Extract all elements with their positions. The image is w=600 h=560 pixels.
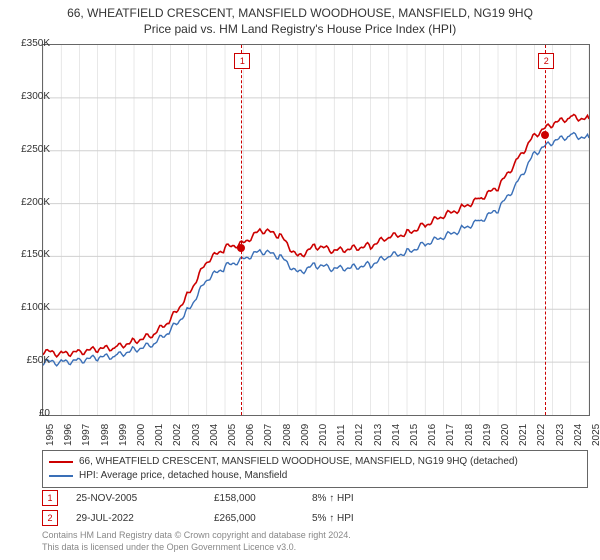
sale-marker-badge-1: 1 [42,490,58,506]
sale-markers-table: 1 25-NOV-2005 £158,000 8% ↑ HPI 2 29-JUL… [42,490,588,530]
x-tick-label: 2022 [536,424,547,446]
footer-line-2: This data is licensed under the Open Gov… [42,542,351,554]
x-tick-label: 2020 [500,424,511,446]
x-tick-label: 2016 [427,424,438,446]
x-tick-label: 2021 [518,424,529,446]
x-tick-label: 2024 [573,424,584,446]
legend-swatch-hpi [49,475,73,477]
x-tick-label: 2003 [191,424,202,446]
y-tick-label: £200K [10,197,50,208]
x-tick-label: 2007 [263,424,274,446]
sale-marker-date-2: 29-JUL-2022 [76,513,196,524]
y-tick-label: £100K [10,302,50,313]
sale-marker-price-2: £265,000 [214,513,294,524]
x-tick-label: 1998 [100,424,111,446]
x-tick-label: 2013 [373,424,384,446]
sale-marker-row-1: 1 25-NOV-2005 £158,000 8% ↑ HPI [42,490,588,506]
sale-marker-pct-1: 8% ↑ HPI [312,493,432,504]
chart-svg [43,45,589,415]
sale-marker-vline [241,45,242,415]
legend-box: 66, WHEATFIELD CRESCENT, MANSFIELD WOODH… [42,450,588,488]
title-address: 66, WHEATFIELD CRESCENT, MANSFIELD WOODH… [0,6,600,20]
y-tick-label: £0 [10,408,50,419]
x-tick-label: 2019 [482,424,493,446]
y-tick-label: £150K [10,249,50,260]
x-tick-label: 2017 [445,424,456,446]
x-tick-label: 1999 [118,424,129,446]
y-tick-label: £350K [10,38,50,49]
sale-marker-vline [545,45,546,415]
footer-line-1: Contains HM Land Registry data © Crown c… [42,530,351,542]
x-tick-label: 2006 [245,424,256,446]
x-tick-label: 2010 [318,424,329,446]
x-tick-label: 1996 [63,424,74,446]
legend-entry-property: 66, WHEATFIELD CRESCENT, MANSFIELD WOODH… [49,455,581,469]
legend-swatch-property [49,461,73,463]
x-tick-label: 2001 [154,424,165,446]
y-tick-label: £250K [10,144,50,155]
x-tick-label: 2014 [391,424,402,446]
sale-marker-row-2: 2 29-JUL-2022 £265,000 5% ↑ HPI [42,510,588,526]
y-tick-label: £300K [10,91,50,102]
x-tick-label: 2018 [464,424,475,446]
chart-plot-area: 12 [42,44,590,416]
footer-attribution: Contains HM Land Registry data © Crown c… [42,530,351,553]
x-tick-label: 1995 [45,424,56,446]
x-tick-label: 2025 [591,424,600,446]
x-tick-label: 2000 [136,424,147,446]
legend-label-hpi: HPI: Average price, detached house, Mans… [79,469,287,483]
title-block: 66, WHEATFIELD CRESCENT, MANSFIELD WOODH… [0,0,600,36]
sale-marker-number: 1 [234,53,250,69]
sale-marker-price-1: £158,000 [214,493,294,504]
chart-container: 66, WHEATFIELD CRESCENT, MANSFIELD WOODH… [0,0,600,560]
x-tick-label: 2009 [300,424,311,446]
legend-label-property: 66, WHEATFIELD CRESCENT, MANSFIELD WOODH… [79,455,518,469]
sale-marker-badge-2: 2 [42,510,58,526]
x-tick-label: 2002 [172,424,183,446]
sale-marker-number: 2 [538,53,554,69]
x-tick-label: 2015 [409,424,420,446]
x-tick-label: 2023 [555,424,566,446]
x-tick-label: 2012 [354,424,365,446]
y-tick-label: £50K [10,355,50,366]
sale-marker-dot [541,131,549,139]
sale-marker-date-1: 25-NOV-2005 [76,493,196,504]
x-tick-label: 2008 [282,424,293,446]
x-tick-label: 2011 [336,424,347,446]
x-tick-label: 1997 [81,424,92,446]
sale-marker-dot [237,244,245,252]
x-tick-label: 2004 [209,424,220,446]
x-tick-label: 2005 [227,424,238,446]
legend-entry-hpi: HPI: Average price, detached house, Mans… [49,469,581,483]
title-subtitle: Price paid vs. HM Land Registry's House … [0,22,600,36]
sale-marker-pct-2: 5% ↑ HPI [312,513,432,524]
